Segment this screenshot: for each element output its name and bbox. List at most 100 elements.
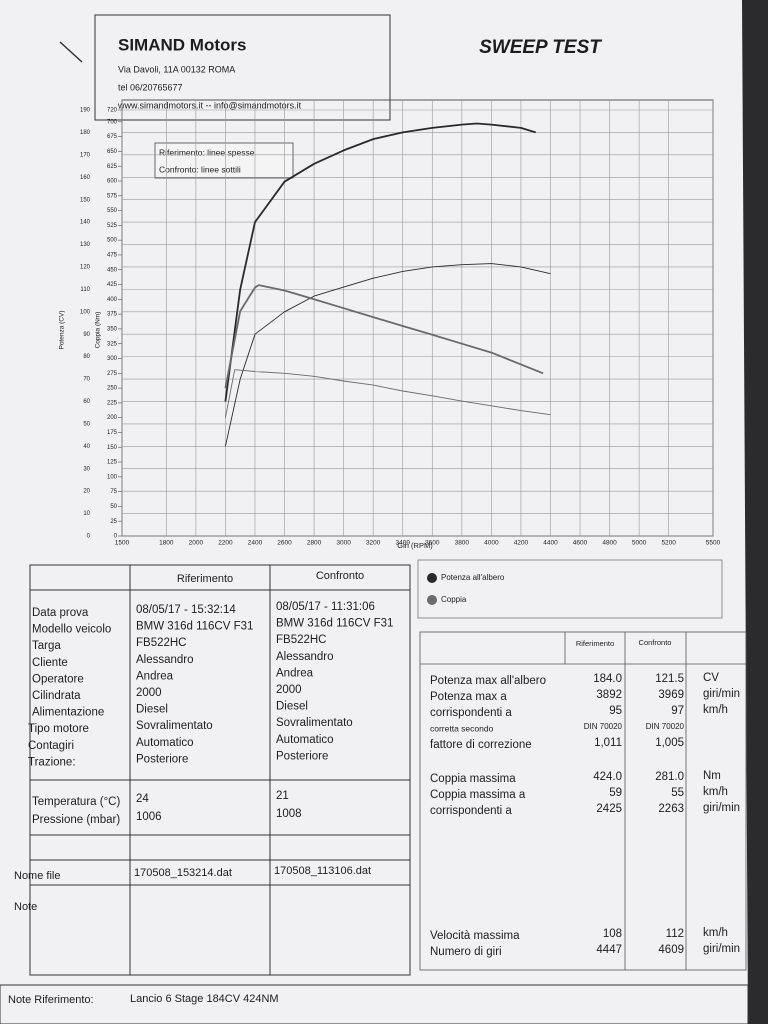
note-reference-text: Lancio 6 Stage 184CV 424NM (130, 993, 279, 1005)
x-tick-label: 2000 (189, 540, 204, 547)
x-tick-label: 2800 (307, 540, 322, 547)
results-table (419, 631, 747, 971)
file-conf: 170508_113106.dat (274, 865, 371, 877)
result-unit: Nm (703, 770, 721, 782)
curve (224, 369, 551, 418)
curve (224, 263, 551, 447)
result-label: corrispondenti a (430, 805, 512, 817)
row-label: Cliente (32, 657, 68, 669)
result-ref: 2425 (596, 803, 622, 815)
x-tick-label: 2600 (277, 540, 292, 547)
result-label: Numero di giri (430, 946, 502, 958)
row-conf: Alessandro (276, 651, 334, 663)
y2-tick-label: 475 (107, 253, 118, 259)
y2-tick-label: 25 (110, 519, 117, 525)
row-ref: FB522HC (136, 637, 187, 649)
result-ref: 4447 (596, 944, 622, 956)
x-tick-label: 5500 (706, 540, 721, 547)
result-label: Potenza max a (430, 691, 507, 703)
result-conf: 3969 (658, 689, 684, 701)
header-box (94, 14, 391, 121)
note-reference-label: Note Riferimento: (8, 994, 94, 1006)
y-tick-label: 90 (83, 332, 90, 338)
paper (0, 0, 748, 1024)
file-label: Nome file (14, 870, 60, 882)
y2-tick-label: 625 (107, 164, 118, 170)
results-column: Riferimento (576, 639, 614, 648)
document-title: SWEEP TEST (479, 37, 602, 58)
result-label: corretta secondo (430, 723, 494, 733)
row-conf: FB522HC (276, 634, 327, 646)
x-tick-label: 5200 (661, 540, 676, 547)
result-ref: 184.0 (593, 673, 622, 685)
result-conf: 281.0 (655, 771, 684, 783)
result-label: Potenza max all'albero (430, 675, 546, 687)
x-tick-label: 3200 (366, 540, 381, 547)
y2-tick-label: 675 (107, 134, 118, 140)
result-unit: CV (703, 672, 719, 684)
y2-tick-label: 525 (107, 223, 118, 229)
y-tick-label: 170 (80, 152, 91, 158)
x-tick-label: 4000 (484, 540, 499, 547)
result-label: fattore di correzione (430, 739, 532, 751)
y2-axis-title: Coppia (Nm) (95, 312, 102, 349)
web: www.simandmotors.it -- info@simandmotors… (117, 100, 302, 110)
y2-tick-label: 300 (107, 356, 118, 362)
result-conf: 97 (671, 705, 684, 717)
results-column: Confronto (639, 638, 672, 647)
result-unit: giri/min (703, 688, 740, 700)
y-tick-label: 150 (80, 197, 91, 203)
result-ref: 3892 (596, 689, 622, 701)
x-tick-label: 3400 (395, 540, 410, 547)
y-tick-label: 50 (83, 421, 90, 427)
result-unit: km/h (703, 786, 728, 798)
y-tick-label: 130 (80, 242, 91, 248)
y2-tick-label: 700 (107, 119, 118, 125)
row-label: Modello veicolo (32, 624, 111, 636)
y-tick-label: 80 (83, 354, 90, 360)
row-conf: 1008 (276, 808, 302, 820)
y2-tick-label: 0 (114, 534, 118, 540)
row-conf: 21 (276, 790, 289, 802)
row-ref: 08/05/17 - 15:32:14 (136, 604, 236, 616)
y2-tick-label: 500 (107, 238, 118, 244)
result-conf: DIN 70020 (646, 722, 685, 731)
x-tick-label: 3800 (455, 540, 470, 547)
row-ref: 1006 (136, 811, 162, 823)
row-ref: 24 (136, 793, 149, 805)
result-conf: 55 (671, 787, 684, 799)
result-ref: 424.0 (593, 771, 622, 783)
curve (224, 122, 536, 402)
vehicle-column: Riferimento (177, 573, 233, 585)
x-tick-label: 5000 (632, 540, 647, 547)
y-tick-label: 20 (83, 489, 90, 495)
vehicle-column: Confronto (316, 570, 364, 582)
y-tick-label: 0 (87, 534, 91, 540)
legend-box (417, 559, 723, 619)
y2-tick-label: 550 (107, 208, 118, 214)
x-tick-label: 4800 (602, 540, 617, 547)
x-tick-label: 4200 (514, 540, 529, 547)
note-label: Note (14, 901, 37, 913)
y-tick-label: 180 (80, 130, 91, 136)
result-label: Coppia massima (430, 773, 516, 785)
row-ref: BMW 316d 116CV F31 (136, 621, 253, 633)
result-conf: 121.5 (655, 673, 684, 685)
row-conf: Sovralimentato (276, 717, 353, 729)
chart-note-box (154, 142, 294, 179)
x-tick-label: 2400 (248, 540, 263, 547)
y2-tick-label: 200 (107, 415, 118, 421)
y-tick-label: 190 (80, 108, 91, 114)
y2-tick-label: 125 (107, 460, 118, 466)
result-unit: giri/min (703, 802, 740, 814)
row-label: Operatore (32, 673, 84, 685)
y-tick-label: 40 (83, 444, 90, 450)
row-ref: Sovralimentato (136, 720, 213, 732)
row-label: Contagiri (28, 740, 74, 752)
x-tick-label: 4600 (573, 540, 588, 547)
y2-tick-label: 225 (107, 400, 118, 406)
x-tick-label: 3000 (336, 540, 351, 547)
result-ref: 95 (609, 705, 622, 717)
row-label: Temperatura (°C) (32, 796, 120, 808)
result-label: corrispondenti a (430, 707, 512, 719)
